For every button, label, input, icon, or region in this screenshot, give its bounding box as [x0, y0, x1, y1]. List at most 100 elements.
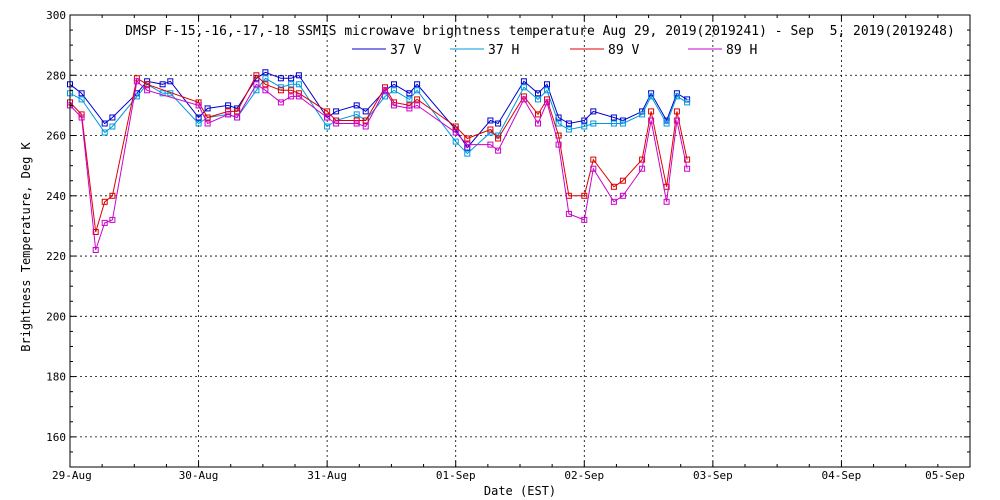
data-point-37-v: [159, 81, 166, 88]
data-point-37-v: [495, 120, 502, 127]
y-tick-label: 300: [46, 9, 66, 22]
axis-ticks: 160 180 200 220 240 260 280 300 29-Aug 30-Aug 31-A…: [46, 9, 971, 482]
x-tick-label: 03-Sep: [693, 469, 733, 482]
data-point-37-h: [663, 120, 670, 127]
series-line-37-h: [69, 77, 688, 155]
data-point-89-h: [391, 102, 397, 109]
x-axis-label: Date (EST): [484, 484, 556, 498]
data-point-89-h: [535, 120, 541, 127]
data-point-89-v: [414, 96, 421, 103]
data-point-89-v: [581, 192, 588, 199]
data-point-89-v: [92, 229, 99, 235]
data-point-89-v: [362, 117, 369, 124]
data-point-37-h: [78, 96, 85, 103]
data-point-89-h: [555, 141, 562, 148]
data-point-89-h: [195, 102, 202, 109]
data-point-89-h: [101, 219, 108, 226]
data-point-37-v: [295, 72, 302, 79]
data-point-89-h: [225, 111, 232, 118]
legend-label: 37 V: [390, 43, 421, 58]
data-point-37-v: [167, 78, 174, 85]
data-point-37-v: [101, 120, 108, 127]
data-point-89-v: [648, 108, 655, 115]
data-point-37-v: [109, 114, 116, 121]
x-tick-label: 02-Sep: [564, 469, 604, 482]
data-point-89-h: [353, 120, 360, 127]
data-point-37-h: [262, 75, 269, 82]
data-point-89-h: [544, 99, 550, 106]
data-point-89-h: [663, 198, 670, 205]
data-point-37-v: [581, 117, 588, 124]
data-point-89-h: [684, 165, 691, 172]
data-point-89-h: [639, 165, 646, 172]
data-point-37-h: [535, 96, 541, 103]
data-point-89-h: [78, 114, 85, 121]
series-89-h: [67, 78, 691, 253]
data-point-37-v: [520, 78, 527, 85]
data-point-37-v: [544, 81, 550, 88]
data-point-89-v: [262, 81, 269, 88]
x-tick-label: 31-Aug: [307, 469, 347, 482]
data-point-89-v: [253, 72, 260, 79]
data-point-89-h: [565, 210, 572, 217]
data-point-89-h: [581, 216, 588, 223]
data-point-89-h: [333, 120, 340, 127]
data-point-37-h: [590, 120, 597, 127]
series-line-89-v: [69, 74, 688, 233]
data-point-37-v: [225, 102, 232, 109]
series-layer: [67, 69, 691, 253]
data-point-89-v: [234, 108, 241, 115]
y-tick-label: 200: [46, 310, 66, 323]
data-point-37-v: [535, 90, 541, 97]
data-point-37-v: [353, 102, 360, 109]
data-point-37-h: [101, 129, 108, 136]
y-tick-label: 260: [46, 130, 66, 143]
data-point-89-v: [639, 156, 646, 163]
y-tick-label: 220: [46, 250, 66, 263]
data-point-89-h: [520, 96, 527, 103]
data-point-37-v: [195, 114, 202, 121]
data-point-89-h: [262, 87, 269, 94]
data-point-37-h: [295, 81, 302, 88]
data-point-37-h: [684, 99, 691, 106]
data-point-37-v: [414, 81, 421, 88]
data-point-37-h: [253, 87, 260, 94]
legend: 37 V 37 H 89 V 89 H: [352, 43, 757, 58]
data-point-89-v: [288, 87, 295, 94]
data-point-37-v: [262, 69, 269, 76]
x-tick-label: 30-Aug: [179, 469, 219, 482]
legend-label: 37 H: [488, 43, 519, 58]
data-point-37-h: [581, 123, 588, 130]
data-point-37-v: [204, 105, 211, 112]
y-tick-label: 240: [46, 190, 66, 203]
data-point-37-h: [520, 84, 527, 91]
data-point-89-h: [673, 117, 680, 124]
data-point-89-v: [487, 126, 494, 133]
data-point-89-h: [619, 192, 626, 199]
data-point-37-v: [590, 108, 597, 115]
data-point-89-v: [619, 177, 626, 184]
data-point-89-h: [495, 147, 502, 154]
data-point-89-h: [295, 93, 302, 100]
data-point-89-v: [109, 192, 116, 199]
data-point-37-h: [464, 150, 471, 157]
data-point-37-h: [159, 90, 166, 97]
data-point-37-h: [610, 120, 617, 127]
data-point-37-h: [382, 93, 388, 100]
data-point-37-v: [277, 75, 284, 82]
data-point-89-v: [673, 108, 680, 115]
data-point-89-h: [253, 81, 260, 88]
data-point-89-v: [495, 135, 502, 142]
data-point-89-h: [324, 114, 331, 121]
data-point-89-h: [277, 99, 284, 106]
data-point-37-h: [639, 111, 646, 118]
data-point-89-h: [92, 247, 99, 253]
data-point-89-h: [452, 129, 459, 136]
data-point-89-h: [133, 78, 140, 85]
data-point-37-h: [619, 120, 626, 127]
data-point-89-h: [362, 123, 369, 130]
data-point-89-v: [464, 135, 471, 142]
data-point-89-h: [464, 141, 471, 148]
data-point-89-h: [382, 87, 388, 94]
